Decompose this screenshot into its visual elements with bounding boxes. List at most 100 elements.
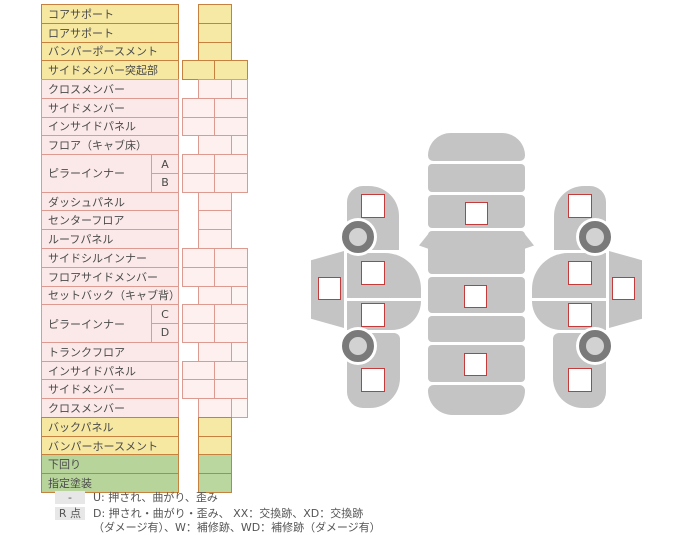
damage-cell[interactable]	[198, 4, 232, 24]
damage-cell[interactable]	[231, 135, 248, 156]
damage-cell[interactable]	[214, 116, 248, 137]
part-label: ピラーインナー	[41, 304, 152, 343]
damage-cell[interactable]	[198, 229, 232, 249]
damage-cell[interactable]	[198, 473, 232, 494]
part-label: インサイドパネル	[41, 116, 179, 137]
damage-cell[interactable]	[214, 97, 248, 118]
pillar-sub-label: A	[151, 154, 179, 174]
check-left-rear-door[interactable]	[361, 303, 385, 327]
check-right-front-fender[interactable]	[568, 194, 592, 218]
damage-cell[interactable]	[198, 454, 232, 475]
part-label: ダッシュパネル	[41, 191, 179, 212]
damage-cell[interactable]	[182, 60, 216, 81]
pillar-sub-label: B	[151, 172, 179, 193]
right-mirror-icon	[524, 233, 534, 249]
damage-cell[interactable]	[214, 60, 248, 81]
damage-cell[interactable]	[214, 304, 248, 325]
part-label: サイドメンバー突起部	[41, 60, 179, 81]
damage-cell[interactable]	[182, 172, 216, 193]
damage-cell[interactable]	[198, 416, 232, 437]
part-label: サイドシルインナー	[41, 248, 179, 268]
legend-text-r: D: 押され・曲がり・歪み、 XX：交換跡、XD：交換跡 （ダメージ有）、W：補…	[93, 507, 381, 535]
damage-cell[interactable]	[198, 341, 233, 362]
check-top-center[interactable]	[464, 285, 487, 308]
damage-cell[interactable]	[231, 285, 248, 306]
damage-cell[interactable]	[182, 360, 216, 381]
damage-cell[interactable]	[198, 191, 232, 212]
damage-cell[interactable]	[182, 323, 216, 343]
left-mirror-icon	[419, 233, 429, 249]
legend-badge-rpoint: R 点	[55, 507, 85, 520]
pillar-sub-label: D	[151, 323, 179, 343]
damage-cell[interactable]	[214, 323, 248, 343]
damage-cell[interactable]	[214, 248, 248, 268]
left-front-wheel-icon	[342, 221, 374, 253]
part-label: ピラーインナー	[41, 154, 152, 193]
part-label: クロスメンバー	[41, 79, 179, 99]
check-left-front-door[interactable]	[361, 261, 385, 285]
damage-cell[interactable]	[198, 135, 233, 156]
damage-cell[interactable]	[231, 398, 248, 418]
pillar-sub-label: C	[151, 304, 179, 325]
damage-cell[interactable]	[214, 266, 248, 287]
damage-cell[interactable]	[214, 172, 248, 193]
damage-cell[interactable]	[182, 116, 216, 137]
left-rear-wheel-icon	[342, 330, 374, 362]
check-top-front[interactable]	[465, 202, 488, 225]
legend: - U: 押され、曲がり、歪み R 点 D: 押され・曲がり・歪み、 XX：交換…	[55, 491, 381, 535]
legend-text-r-line1: D: 押され・曲がり・歪み、 XX：交換跡、XD：交換跡	[93, 507, 364, 520]
part-label: バックパネル	[41, 416, 179, 437]
damage-cell[interactable]	[198, 41, 232, 62]
damage-cell[interactable]	[182, 97, 216, 118]
part-label: インサイドパネル	[41, 360, 179, 381]
damage-cell[interactable]	[198, 79, 233, 99]
damage-cell[interactable]	[231, 341, 248, 362]
part-label: ルーフパネル	[41, 229, 179, 249]
top-front-bumper-segment	[428, 133, 525, 161]
damage-cell[interactable]	[214, 379, 248, 400]
damage-cell[interactable]	[231, 79, 248, 99]
right-front-wheel-icon	[579, 221, 611, 253]
part-label: センターフロア	[41, 210, 179, 231]
legend-row-r: R 点 D: 押され・曲がり・歪み、 XX：交換跡、XD：交換跡 （ダメージ有）…	[55, 507, 381, 535]
part-label: フロア（キャブ床）	[41, 135, 179, 156]
damage-cell[interactable]	[198, 435, 232, 456]
damage-cell[interactable]	[182, 379, 216, 400]
legend-badge-dash: -	[55, 491, 85, 504]
legend-row-u: - U: 押され、曲がり、歪み	[55, 491, 381, 505]
check-top-rear[interactable]	[464, 353, 487, 376]
part-label: トランクフロア	[41, 341, 179, 362]
part-label: クロスメンバー	[41, 398, 179, 418]
top-hood-segment	[428, 164, 525, 192]
check-left-sill[interactable]	[318, 277, 341, 300]
top-rear-bumper-segment	[428, 385, 525, 415]
damage-cell[interactable]	[214, 360, 248, 381]
part-label: セットバック（キャブ背）	[41, 285, 179, 306]
part-label: フロアサイドメンバー	[41, 266, 179, 287]
right-rear-wheel-icon	[579, 330, 611, 362]
part-label: 指定塗装	[41, 473, 179, 494]
check-right-front-door[interactable]	[568, 261, 592, 285]
check-left-front-fender[interactable]	[361, 194, 385, 218]
damage-cell[interactable]	[198, 398, 233, 418]
damage-cell[interactable]	[198, 285, 233, 306]
check-right-rear-door[interactable]	[568, 303, 592, 327]
part-label: サイドメンバー	[41, 379, 179, 400]
damage-cell[interactable]	[182, 304, 216, 325]
part-label: バンパーホースメント	[41, 435, 179, 456]
damage-cell[interactable]	[182, 154, 216, 174]
check-left-rear-fender[interactable]	[361, 368, 385, 392]
damage-cell[interactable]	[182, 248, 216, 268]
damage-cell[interactable]	[214, 154, 248, 174]
part-label: バンパーポースメント	[41, 41, 179, 62]
check-right-rear-fender[interactable]	[568, 368, 592, 392]
top-rear-seat-segment	[428, 316, 525, 342]
check-right-sill[interactable]	[612, 277, 635, 300]
damage-cell[interactable]	[198, 210, 232, 231]
part-label: コアサポート	[41, 4, 179, 24]
top-roof-segment	[428, 231, 525, 274]
part-label: ロアサポート	[41, 22, 179, 43]
damage-cell[interactable]	[198, 22, 232, 43]
damage-cell[interactable]	[182, 266, 216, 287]
